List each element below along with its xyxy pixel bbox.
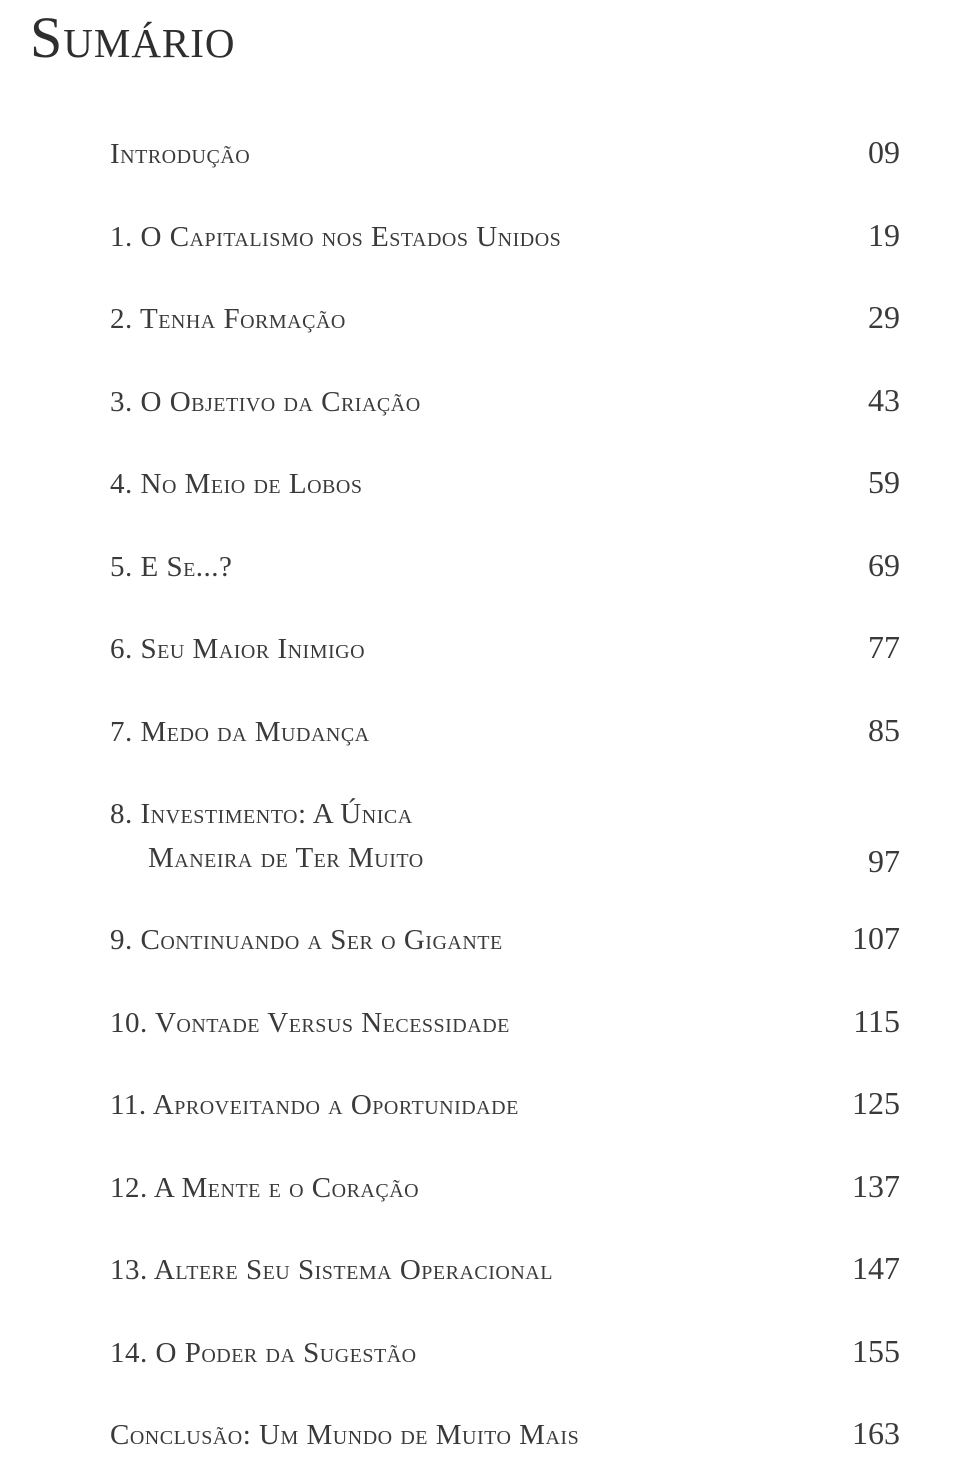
- toc-page-number: 137: [852, 1168, 900, 1205]
- toc-label: 3. O Objetivo da Criação: [110, 381, 421, 425]
- toc-label: 13. Altere Seu Sistema Operacional: [110, 1249, 553, 1293]
- toc-entry-3: 3. O Objetivo da Criação 43: [110, 381, 900, 425]
- toc-entry-conclusion: Conclusão: Um Mundo de Muito Mais 163: [110, 1414, 900, 1458]
- toc-label: 7. Medo da Mudança: [110, 711, 370, 755]
- toc-entry-12: 12. A Mente e o Coração 137: [110, 1167, 900, 1211]
- toc-entry-14: 14. O Poder da Sugestão 155: [110, 1332, 900, 1376]
- toc-entry-6: 6. Seu Maior Inimigo 77: [110, 628, 900, 672]
- toc-label-line2: Maneira de Ter Muito: [110, 837, 424, 881]
- toc-page-number: 77: [868, 629, 900, 666]
- toc-label: Introdução: [110, 133, 250, 177]
- toc-entry-7: 7. Medo da Mudança 85: [110, 711, 900, 755]
- toc-entry-8: 8. Investimento: A Única Maneira de Ter …: [110, 793, 900, 880]
- toc-label-line1: 8. Investimento: A Única: [110, 793, 424, 837]
- page-title: Sumário: [30, 4, 960, 71]
- toc-page-number: 125: [852, 1085, 900, 1122]
- table-of-contents: Introdução 09 1. O Capitalismo nos Estad…: [0, 133, 960, 1458]
- toc-entry-5: 5. E Se...? 69: [110, 546, 900, 590]
- toc-entry-2: 2. Tenha Formação 29: [110, 298, 900, 342]
- toc-page-number: 85: [868, 712, 900, 749]
- toc-page-number: 19: [868, 217, 900, 254]
- toc-label: 9. Continuando a Ser o Gigante: [110, 919, 503, 963]
- toc-entry-9: 9. Continuando a Ser o Gigante 107: [110, 919, 900, 963]
- toc-page-number: 155: [852, 1333, 900, 1370]
- toc-entry-1: 1. O Capitalismo nos Estados Unidos 19: [110, 216, 900, 260]
- toc-page-number: 163: [852, 1415, 900, 1452]
- toc-page-number: 69: [868, 547, 900, 584]
- toc-label: Conclusão: Um Mundo de Muito Mais: [110, 1414, 579, 1458]
- toc-page-number: 147: [852, 1250, 900, 1287]
- toc-page-number: 29: [868, 299, 900, 336]
- toc-page-number: 107: [852, 920, 900, 957]
- toc-page-number: 43: [868, 382, 900, 419]
- toc-page-number: 97: [868, 843, 900, 880]
- toc-label: 10. Vontade Versus Necessidade: [110, 1002, 510, 1046]
- toc-label: 5. E Se...?: [110, 546, 232, 590]
- toc-page-number: 115: [853, 1003, 900, 1040]
- toc-entry-13: 13. Altere Seu Sistema Operacional 147: [110, 1249, 900, 1293]
- toc-label: 14. O Poder da Sugestão: [110, 1332, 417, 1376]
- toc-page-number: 09: [868, 134, 900, 171]
- toc-entry-10: 10. Vontade Versus Necessidade 115: [110, 1002, 900, 1046]
- toc-label: 2. Tenha Formação: [110, 298, 346, 342]
- toc-page-number: 59: [868, 464, 900, 501]
- toc-label: 11. Aproveitando a Oportunidade: [110, 1084, 519, 1128]
- toc-entry-intro: Introdução 09: [110, 133, 900, 177]
- toc-label: 4. No Meio de Lobos: [110, 463, 362, 507]
- toc-entry-11: 11. Aproveitando a Oportunidade 125: [110, 1084, 900, 1128]
- toc-label: 1. O Capitalismo nos Estados Unidos: [110, 216, 561, 260]
- toc-label: 12. A Mente e o Coração: [110, 1167, 419, 1211]
- toc-entry-4: 4. No Meio de Lobos 59: [110, 463, 900, 507]
- toc-label: 6. Seu Maior Inimigo: [110, 628, 365, 672]
